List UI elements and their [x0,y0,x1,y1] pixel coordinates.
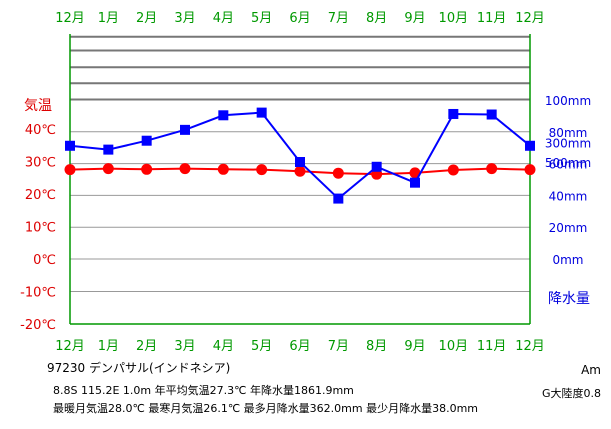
month-label-top-4: 4月 [213,11,234,26]
precipitation-point-9 [410,177,420,188]
temp-tick-0: 40℃ [25,123,56,138]
precipitation-point-7 [333,193,344,204]
month-label-bottom-7: 7月 [328,339,349,354]
precipitation-point-12 [525,140,535,151]
gridlines [70,35,530,325]
precip-tick-3: 80mm [549,126,588,140]
precipitation-point-5 [256,107,267,118]
temperature-series [64,163,536,180]
temperature-point-11 [486,163,498,175]
temperature-point-1 [102,163,114,175]
continentality-index: G大陸度0.8 [542,386,601,400]
precipitation-line [69,111,531,200]
temp-tick-3: 10℃ [25,221,56,236]
month-label-bottom-8: 8月 [366,339,387,354]
month-label-top-1: 1月 [98,11,119,26]
temp-tick-2: 20℃ [25,188,56,203]
temp-tick-5: -10℃ [20,286,56,301]
temperature-point-10 [447,164,459,176]
precipitation-point-2 [141,135,152,146]
precipitation-axis-label: 降水量 [548,291,590,307]
precip-tick-6: 20mm [549,221,588,235]
month-label-top-5: 5月 [251,11,272,26]
temperature-point-3 [179,163,191,175]
station-info-line1: 8.8S 115.2E 1.0m 年平均気温27.3℃ 年降水量1861.9mm [53,383,354,397]
month-label-bottom-11: 11月 [477,339,507,354]
bottom-month-labels: 12月 1月 2月 3月 4月 5月 6月 7月 8月 9月 10月 11月 12月 [55,339,545,354]
temperature-point-5 [256,164,268,176]
temp-tick-1: 30℃ [25,156,56,171]
month-label-top-12: 12月 [515,11,545,26]
precip-tick-5: 40mm [549,189,588,203]
month-label-bottom-12: 12月 [515,339,545,354]
temperature-axis-label: 気温 [24,98,52,114]
temp-tick-4: 0℃ [33,253,56,268]
precipitation-axis-ticks: 500mm 300mm 100mm 80mm 60mm 40mm 20mm 0mm [545,94,591,267]
station-title: 97230 デンパサル(インドネシア) [47,360,230,375]
temperature-point-4 [217,163,229,175]
temperature-point-12 [524,164,536,176]
month-label-top-2: 2月 [136,11,157,26]
precipitation-point-3 [180,124,190,135]
temperature-point-0 [64,164,76,176]
precipitation-point-4 [218,110,229,121]
precip-tick-4: 60mm [549,158,588,172]
precip-tick-0: 500mm [545,156,591,170]
month-label-bottom-9: 9月 [404,339,425,354]
precipitation-point-11 [486,109,497,120]
month-label-top-9: 9月 [404,11,425,26]
precipitation-point-1 [103,144,114,155]
temperature-point-2 [141,163,153,175]
precipitation-series [65,107,535,204]
top-month-labels: 12月 1月 2月 3月 4月 5月 6月 7月 8月 9月 10月 11月 12月 [55,11,545,26]
climate-code: Am [581,363,601,377]
temperature-point-9 [409,167,421,179]
month-label-bottom-0: 12月 [55,339,85,354]
month-label-top-6: 6月 [289,11,310,26]
precipitation-point-0 [65,140,75,151]
precipitation-point-6 [295,157,305,168]
month-label-top-3: 3月 [174,11,195,26]
month-label-bottom-1: 1月 [98,339,119,354]
month-label-bottom-4: 4月 [213,339,234,354]
month-label-top-8: 8月 [366,11,387,26]
precip-tick-7: 0mm [552,253,583,267]
month-label-top-11: 11月 [477,11,507,26]
plot-frame [69,34,531,325]
temperature-point-7 [332,167,344,179]
station-info-line2: 最暖月気温28.0℃ 最寒月気温26.1℃ 最多月降水量362.0mm 最少月降… [53,401,478,415]
temperature-axis-ticks: 40℃ 30℃ 20℃ 10℃ 0℃ -10℃ -20℃ [20,123,56,333]
month-label-bottom-10: 10月 [439,339,469,354]
month-label-bottom-3: 3月 [174,339,195,354]
month-label-bottom-2: 2月 [136,339,157,354]
precip-tick-1: 300mm [545,136,591,150]
precipitation-point-8 [371,161,382,172]
month-label-bottom-5: 5月 [251,339,272,354]
precipitation-point-10 [448,108,459,119]
month-label-top-0: 12月 [55,11,85,26]
month-label-top-10: 10月 [439,11,469,26]
temp-tick-6: -20℃ [20,318,56,333]
precip-tick-2: 100mm [545,94,591,108]
month-label-bottom-6: 6月 [289,339,310,354]
temperature-point-6 [294,165,306,177]
month-label-top-7: 7月 [328,11,349,26]
